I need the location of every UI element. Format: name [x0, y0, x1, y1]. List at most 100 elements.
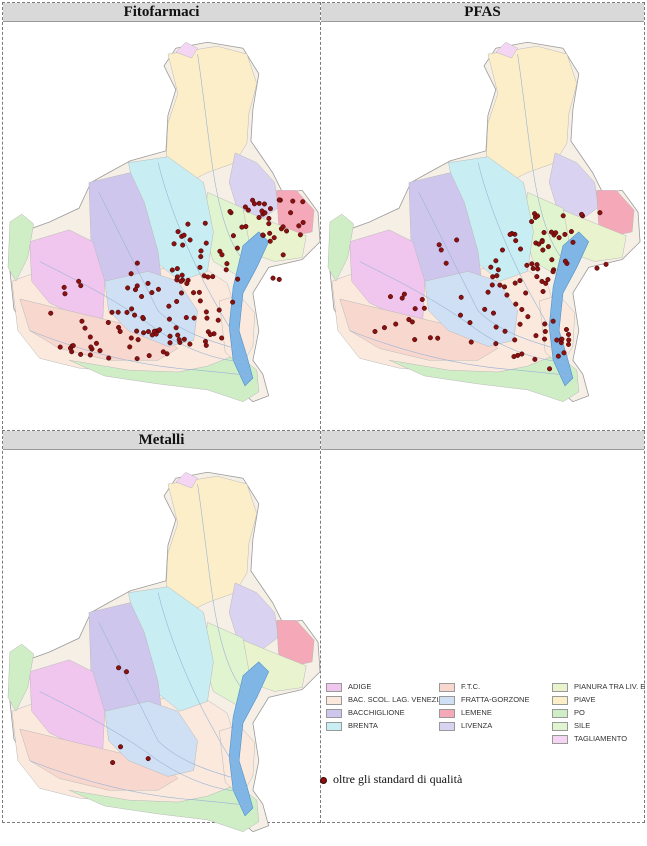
exceedance-point: [128, 271, 134, 277]
exceedance-point: [197, 298, 203, 304]
exceedance-point: [550, 269, 556, 275]
exceedance-point: [540, 247, 546, 253]
exceedance-point: [203, 240, 209, 246]
exceedance-point: [62, 291, 68, 297]
exceedance-point: [525, 314, 531, 320]
legend-swatch: [552, 708, 568, 718]
basin-area: [19, 728, 179, 791]
exceedance-point: [296, 223, 302, 229]
legend-swatch: [326, 695, 342, 705]
exceedance-point: [513, 301, 519, 307]
exceedance-point: [530, 265, 536, 272]
exceedance-point: [166, 316, 172, 322]
legend-swatch: [326, 708, 342, 718]
exceedance-point: [134, 356, 140, 362]
exceedance-point: [406, 317, 412, 323]
exceedance-point: [245, 207, 251, 213]
exceedance-point: [372, 328, 378, 335]
figure-frame: [2, 2, 645, 823]
river-line: [39, 691, 245, 793]
exceedance-point: [540, 288, 546, 295]
exceedance-point: [532, 356, 538, 362]
exceedance-point: [235, 276, 241, 282]
exceedance-point: [125, 285, 131, 291]
exceedance-point: [174, 266, 180, 272]
exceedance-point: [271, 235, 277, 241]
exceedance-point: [517, 321, 523, 327]
exceedance-point: [399, 295, 405, 301]
legend-item: F.T.C.: [439, 682, 480, 692]
exceedance-point: [110, 760, 116, 766]
exceedance-point: [381, 325, 387, 331]
exceedance-point: [181, 232, 187, 238]
exceedance-point: [547, 366, 553, 372]
exceedance-point: [227, 208, 233, 215]
exceedance-point: [149, 290, 155, 296]
exceedance-point: [566, 337, 572, 343]
exceedance-point: [198, 254, 204, 260]
basin-area: [495, 41, 518, 59]
basin-area: [7, 643, 34, 712]
exceedance-point: [261, 201, 267, 207]
exceedance-point: [535, 266, 541, 272]
exceedance-point: [568, 229, 574, 235]
exceedance-point: [70, 343, 76, 349]
exceedance-point: [167, 340, 173, 346]
exceedance-point: [82, 325, 88, 331]
exceedance-point: [135, 337, 141, 343]
exceedance-point: [467, 320, 473, 326]
exceedance-point: [202, 220, 208, 226]
exceedance-point: [140, 314, 146, 320]
basin-area: [596, 190, 635, 237]
exceedance-point: [519, 351, 525, 357]
marker-legend-label: oltre gli standard di qualità: [333, 772, 463, 786]
exceedance-point: [529, 261, 535, 267]
exceedance-point: [230, 233, 236, 239]
exceedance-point: [549, 257, 555, 263]
basin-area: [69, 784, 260, 832]
exceedance-point: [79, 318, 85, 324]
exceedance-point: [401, 291, 407, 297]
exceedance-point: [563, 326, 569, 333]
exceedance-point: [280, 252, 286, 258]
exceedance-point: [267, 238, 273, 244]
exceedance-point: [76, 278, 82, 284]
exceedance-point: [502, 328, 508, 334]
legend-swatch: [439, 721, 455, 731]
exceedance-point: [427, 335, 433, 341]
basin-map: [7, 471, 321, 833]
exceedance-point: [507, 231, 513, 238]
exceedance-point: [412, 306, 418, 312]
exceedance-point: [511, 354, 517, 360]
exceedance-point: [166, 303, 172, 309]
exceedance-point: [174, 274, 180, 280]
basin-area: [276, 620, 315, 667]
basin-area: [175, 41, 198, 59]
exceedance-point: [499, 247, 505, 253]
exceedance-point: [88, 344, 94, 350]
exceedance-point: [93, 340, 99, 346]
exceedance-point: [542, 328, 548, 335]
legend-item: LEMENE: [439, 708, 492, 718]
marker-legend: oltre gli standard di qualità: [320, 772, 462, 787]
basin-area: [7, 213, 34, 282]
exceedance-point: [490, 310, 496, 316]
exceedance-point: [116, 324, 122, 330]
exceedance-point: [191, 290, 197, 296]
exceedance-point: [529, 219, 535, 225]
legend-label: BAC. SCOL. LAG. VENEZIA: [348, 695, 444, 704]
exceedance-point: [184, 280, 190, 287]
river-line: [197, 484, 248, 694]
exceedance-point: [196, 289, 202, 295]
exceedance-point: [234, 245, 240, 251]
exceedance-point: [129, 306, 135, 312]
basin-area: [69, 354, 260, 402]
exceedance-point: [215, 317, 221, 323]
legend-label: LIVENZA: [461, 721, 493, 730]
legend-item: LIVENZA: [439, 721, 493, 731]
exceedance-point: [115, 309, 121, 315]
exceedance-point: [517, 278, 523, 284]
exceedance-point: [290, 198, 296, 204]
river-line: [98, 192, 236, 349]
exceedance-point: [288, 210, 294, 216]
